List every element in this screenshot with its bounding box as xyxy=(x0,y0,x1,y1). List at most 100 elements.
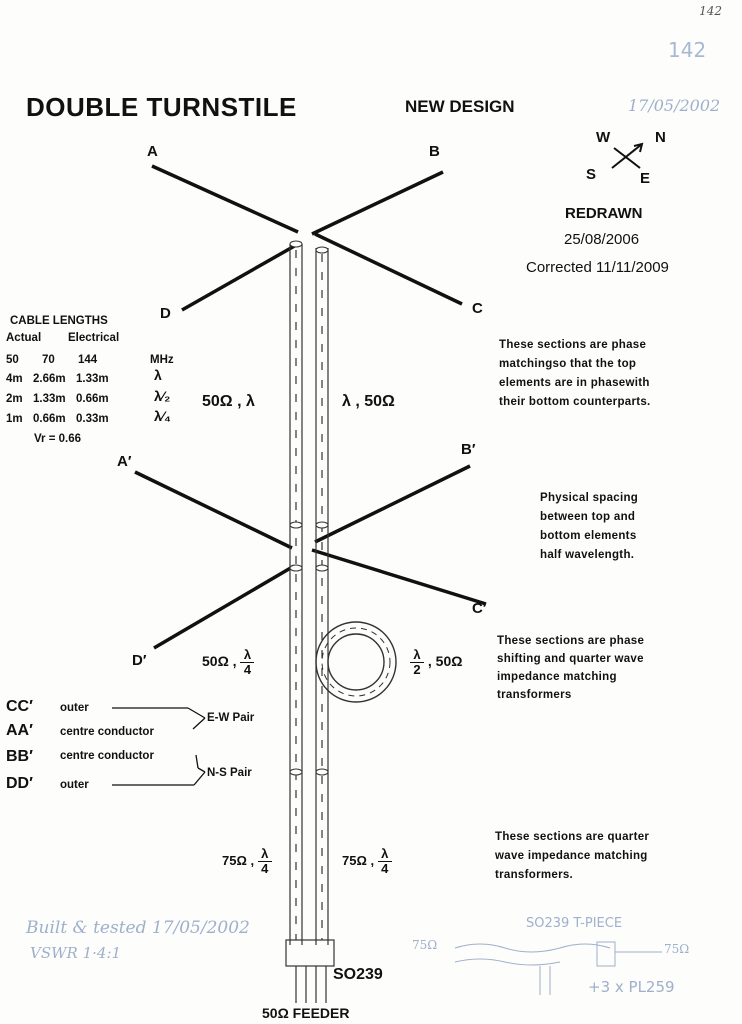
label-cc-desc: outer xyxy=(60,702,89,714)
cable-vr: Vr = 0.66 xyxy=(34,433,81,445)
page-subtitle: NEW DESIGN xyxy=(405,97,515,116)
element-d-prime xyxy=(153,564,295,650)
note-line: These sections are quarter xyxy=(495,831,650,843)
note-line: These sections are phase xyxy=(499,339,647,351)
frac-num: λ xyxy=(261,846,269,861)
cable-row-1-col-3: 1.33m xyxy=(76,373,109,385)
so239-box xyxy=(285,939,335,1003)
element-a-prime xyxy=(134,470,293,550)
note-line: bottom elements xyxy=(540,530,637,542)
feeder-label: 50Ω FEEDER xyxy=(262,1005,350,1021)
cable-unit-50: 50 xyxy=(6,354,19,366)
coax-coil xyxy=(315,621,397,703)
note-line: elements are in phasewith xyxy=(499,377,650,389)
corrected-date: Corrected 11/11/2009 xyxy=(526,259,669,276)
t-piece-sketch xyxy=(454,941,662,995)
so239-label: SO239 xyxy=(333,966,383,983)
note-line: impedance matching xyxy=(497,671,617,683)
note-line: Physical spacing xyxy=(540,492,639,504)
redrawn-date: 25/08/2006 xyxy=(564,231,640,248)
cable-head-electrical: Electrical xyxy=(68,332,120,344)
note-line: transformers. xyxy=(495,869,574,881)
label-b-prime: B′ xyxy=(461,441,476,458)
handwritten-75-left: 75Ω xyxy=(412,938,438,952)
compass-rose xyxy=(611,142,644,169)
compass-w: W xyxy=(596,129,611,146)
frac-num: λ xyxy=(413,647,421,662)
frac-den: 4 xyxy=(261,861,269,876)
label-aa-desc: centre conductor xyxy=(60,726,154,738)
label-top-right: λ , 50Ω xyxy=(342,393,395,410)
label-low-right-z: 75Ω , xyxy=(342,852,375,868)
label-mid-right-z: , 50Ω xyxy=(427,653,463,670)
label-c-prime: C′ xyxy=(472,600,487,617)
cable-unit-mhz: MHz xyxy=(150,354,174,366)
note-phase-shifting: These sections are phase shifting and qu… xyxy=(497,632,644,704)
label-bb: BB′ xyxy=(6,748,33,765)
coax-right xyxy=(315,248,329,945)
note-phase-matching: These sections are phase matchingso that… xyxy=(499,336,651,412)
cable-row-1-col-1: 4m xyxy=(6,373,23,385)
frac-den: 2 xyxy=(413,662,421,677)
cable-unit-70: 70 xyxy=(42,354,55,366)
frac-den: 4 xyxy=(381,861,389,876)
cable-row-2-col-2: 1.33m xyxy=(33,393,66,405)
cable-row-3-col-1: 1m xyxy=(6,413,23,425)
coax-joints xyxy=(289,240,329,776)
cable-row-2-col-3: 0.66m xyxy=(76,393,109,405)
note-line: wave impedance matching xyxy=(495,850,648,862)
label-top-left: 50Ω , λ xyxy=(202,393,255,410)
label-mid-left-z: 50Ω , xyxy=(202,653,237,670)
cable-row-3-col-3: 0.33m xyxy=(76,413,109,425)
element-c xyxy=(314,232,463,306)
handwritten-so239-tpiece: SO239 T-PIECE xyxy=(526,916,623,931)
cable-row-1-col-2: 2.66m xyxy=(33,373,66,385)
note-line: their bottom counterparts. xyxy=(499,396,651,408)
cable-row-1-col-4: λ xyxy=(154,367,162,383)
label-dd: DD′ xyxy=(6,775,33,792)
redrawn-label: REDRAWN xyxy=(565,205,643,222)
label-bb-desc: centre conductor xyxy=(60,750,154,762)
compass-n: N xyxy=(655,129,666,146)
cable-row-2-col-1: 2m xyxy=(6,393,23,405)
note-line: matchingso that the top xyxy=(499,358,637,370)
frac-num: λ xyxy=(381,846,389,861)
note-quarter-wave: These sections are quarter wave impedanc… xyxy=(495,828,649,885)
label-ns-pair: N-S Pair xyxy=(207,767,252,779)
compass-s: S xyxy=(586,166,597,183)
element-d xyxy=(181,242,299,312)
label-d: D xyxy=(160,305,171,322)
label-d-prime: D′ xyxy=(132,652,147,669)
label-b: B xyxy=(429,143,440,160)
label-cc: CC′ xyxy=(6,698,33,715)
handwritten-date: 17/05/2002 xyxy=(628,96,721,115)
cable-lengths-title: CABLE LENGTHS xyxy=(10,315,108,327)
note-line: These sections are phase xyxy=(497,635,645,647)
note-line: between top and xyxy=(540,511,636,523)
page-number-top: 142 xyxy=(699,4,722,18)
pair-lines xyxy=(112,707,206,786)
compass-e: E xyxy=(640,170,651,187)
cable-unit-144: 144 xyxy=(78,354,98,366)
coax-left xyxy=(289,244,303,945)
note-line: shifting and quarter wave xyxy=(497,653,644,665)
label-a: A xyxy=(147,143,158,160)
label-ew-pair: E-W Pair xyxy=(207,712,255,724)
element-b xyxy=(311,170,444,236)
cable-row-3-col-2: 0.66m xyxy=(33,413,66,425)
frac-bar xyxy=(240,662,255,663)
note-line: transformers xyxy=(497,689,572,701)
frac-bar xyxy=(257,861,272,862)
note-spacing: Physical spacing between top and bottom … xyxy=(540,489,638,565)
label-c: C xyxy=(472,300,483,317)
label-dd-desc: outer xyxy=(60,779,89,791)
